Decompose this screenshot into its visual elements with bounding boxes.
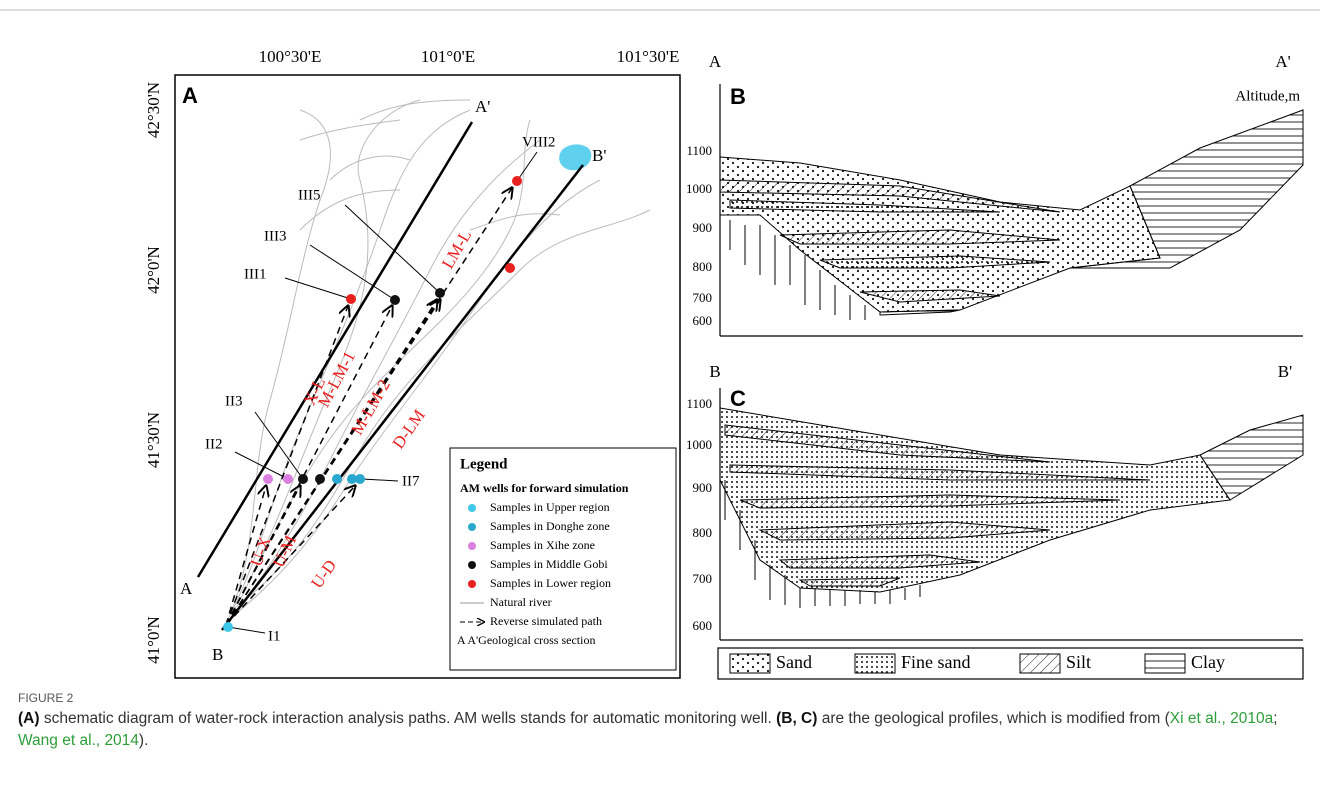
latitude-label: 42°30'N: [144, 82, 163, 138]
page: {"panel_a": {"letter": "A", "longitude_l…: [0, 0, 1320, 789]
tick-label: 800: [693, 259, 713, 274]
caption-text: are the geological profiles, which is mo…: [817, 710, 1169, 727]
legend-item: Samples in Upper region: [490, 500, 610, 514]
tick-label: 1000: [686, 437, 712, 452]
panel-b: A A' B Altitude,m 1100 1000 900 800 700 …: [686, 52, 1303, 336]
latitude-label: 41°30'N: [144, 412, 163, 468]
well-label: II3: [225, 393, 243, 409]
tick-label: 700: [693, 290, 713, 305]
section-end: B: [212, 645, 223, 664]
tick-labels: 1100 1000 900 800 700 600: [686, 396, 712, 633]
caption-panel-ref: (B, C): [776, 710, 817, 727]
longitude-label: 100°30'E: [259, 47, 322, 66]
well-label: II7: [402, 473, 420, 489]
panel-letter: C: [730, 386, 746, 411]
figure-caption: (A) schematic diagram of water-rock inte…: [18, 708, 1298, 752]
lithology-label: Sand: [776, 652, 812, 672]
profile-c-geology: [720, 408, 1303, 608]
lithology-label: Silt: [1066, 652, 1091, 672]
tick-label: 1100: [686, 396, 712, 411]
profile-end: B: [709, 362, 720, 381]
profile-end: B': [1278, 362, 1292, 381]
panel-c: B B' C 1100 1000 900 800 700 600: [686, 362, 1303, 640]
lithology-label: Fine sand: [901, 652, 971, 672]
tick-label: 1100: [686, 143, 712, 158]
well-label: III3: [264, 228, 287, 244]
lithology-label: Clay: [1191, 652, 1225, 672]
legend-item: Samples in Middle Gobi: [490, 557, 608, 571]
legend-item: Samples in Lower region: [490, 576, 611, 590]
well-label: VIII2: [522, 134, 555, 150]
caption-text: ).: [139, 732, 148, 749]
panel-a: A 100°30'E 101°0'E 101°30'E 42°30'N 42°0…: [144, 47, 680, 678]
profile-b-geology: [720, 110, 1303, 320]
lithology-legend: Sand Fine sand Silt Clay: [718, 648, 1303, 679]
legend-item: Reverse simulated path: [490, 614, 602, 628]
section-end: A': [475, 97, 490, 116]
caption-panel-ref: (A): [18, 710, 40, 727]
longitude-label: 101°0'E: [421, 47, 475, 66]
legend-item: Samples in Xihe zone: [490, 538, 595, 552]
profile-end: A: [709, 52, 722, 71]
panel-letter: A: [182, 83, 198, 108]
tick-label: 800: [693, 525, 713, 540]
figure-label: FIGURE 2: [18, 691, 73, 705]
tick-label: 600: [693, 313, 713, 328]
tick-labels: 1100 1000 900 800 700 600: [686, 143, 712, 328]
tick-label: 1000: [686, 181, 712, 196]
caption-text: ;: [1273, 710, 1277, 727]
legend-item: Samples in Donghe zone: [490, 519, 610, 533]
well-label: III1: [244, 266, 267, 282]
map-legend: Legend AM wells for forward simulation S…: [450, 448, 676, 670]
latitude-label: 41°0'N: [144, 616, 163, 664]
profile-end: A': [1275, 52, 1290, 71]
section-end: A: [180, 579, 193, 598]
citation[interactable]: Wang et al., 2014: [18, 732, 139, 749]
tick-label: 900: [693, 480, 713, 495]
longitude-label: 101°30'E: [617, 47, 680, 66]
section-end: B': [592, 146, 606, 165]
legend-title: Legend: [460, 456, 508, 472]
citation[interactable]: Xi et al., 2010a: [1170, 710, 1273, 727]
tick-label: 600: [693, 618, 713, 633]
well-label: II2: [205, 436, 223, 452]
latitude-label: 42°0'N: [144, 246, 163, 294]
well-label: I1: [268, 628, 281, 644]
panel-letter: B: [730, 84, 746, 109]
legend-subtitle: AM wells for forward simulation: [460, 481, 629, 495]
well-label: III5: [298, 187, 321, 203]
figure: A 100°30'E 101°0'E 101°30'E 42°30'N 42°0…: [0, 0, 1320, 689]
axis-title: Altitude,m: [1235, 88, 1300, 104]
caption-text: schematic diagram of water-rock interact…: [40, 710, 777, 727]
tick-label: 700: [693, 571, 713, 586]
legend-item: A A'Geological cross section: [457, 633, 595, 647]
legend-item: Natural river: [490, 595, 552, 609]
tick-label: 900: [693, 220, 713, 235]
